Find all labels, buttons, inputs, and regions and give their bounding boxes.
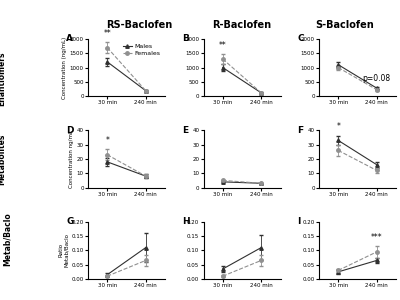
Text: **: ** <box>103 29 111 38</box>
Y-axis label: Concentration (ng/mL): Concentration (ng/mL) <box>62 36 67 99</box>
Text: **: ** <box>219 41 227 50</box>
Text: E: E <box>182 126 188 135</box>
Text: S-Baclofen: S-Baclofen <box>315 20 374 30</box>
Text: A: A <box>66 34 74 43</box>
Text: RS-Baclofen: RS-Baclofen <box>106 20 172 30</box>
Text: Metabolites: Metabolites <box>0 133 6 185</box>
Text: H: H <box>182 217 190 226</box>
Text: ***: *** <box>371 232 382 242</box>
Text: Ratio
Metab/Baclo: Ratio Metab/Baclo <box>0 212 12 266</box>
Text: *: * <box>336 122 340 131</box>
Text: *: * <box>105 136 109 145</box>
Text: Enantiomers: Enantiomers <box>0 52 6 106</box>
Text: p=0.08: p=0.08 <box>363 74 391 83</box>
Text: R-Baclofen: R-Baclofen <box>212 20 272 30</box>
Text: G: G <box>66 217 74 226</box>
Text: B: B <box>182 34 189 43</box>
Y-axis label: Ratio
Metab/Baclo: Ratio Metab/Baclo <box>58 233 69 267</box>
Text: I: I <box>298 217 301 226</box>
Legend: Males, Females: Males, Females <box>122 42 162 57</box>
Text: D: D <box>66 126 74 135</box>
Y-axis label: Concentration ng/mL: Concentration ng/mL <box>69 130 74 188</box>
Text: F: F <box>298 126 304 135</box>
Text: C: C <box>298 34 304 43</box>
